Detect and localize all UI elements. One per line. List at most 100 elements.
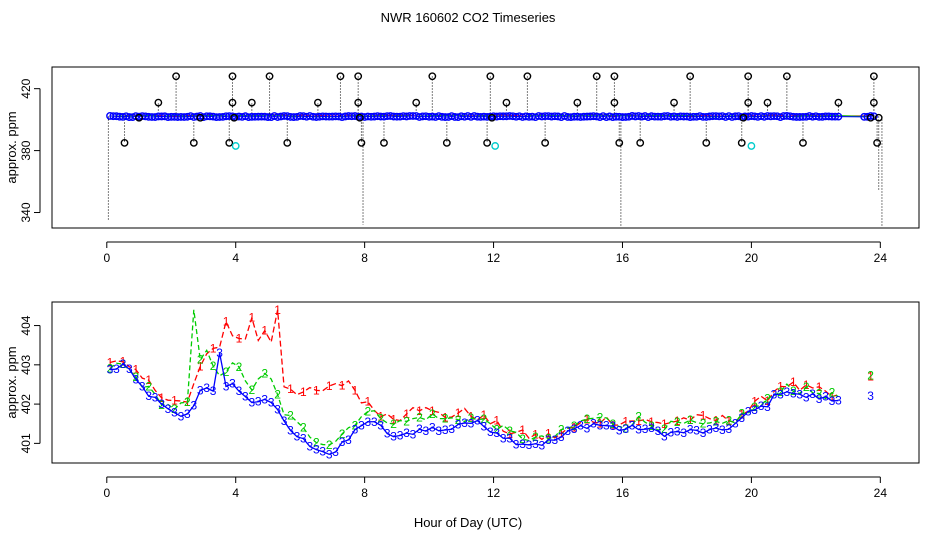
series-1-point-label: 1 — [248, 311, 255, 325]
bottom-plot-frame — [51, 301, 920, 464]
outlier-point — [228, 98, 237, 107]
series-2-line — [109, 309, 839, 446]
series-1-point-label: 1 — [365, 395, 372, 409]
outlier-point — [636, 138, 645, 147]
series-3-point-label: 3 — [435, 424, 442, 438]
series-1-point-label: 1 — [648, 415, 655, 429]
series-3-point-label: 3 — [248, 396, 255, 410]
series-3-point-label: 3 — [609, 419, 616, 433]
series-3-point-label: 3 — [307, 440, 314, 454]
series-2-point-label: 2 — [816, 386, 823, 400]
series-3-point-label: 3 — [822, 390, 829, 404]
series-2-point-label: 2 — [700, 417, 707, 431]
series-3-point-label: 3 — [345, 433, 352, 447]
series-3-point-label: 3 — [642, 422, 649, 436]
series-2-point-label: 2 — [764, 392, 771, 406]
series-1-point-label: 1 — [790, 375, 797, 389]
outlier-point — [799, 138, 807, 147]
series-1-point-label: 1 — [416, 404, 423, 418]
series-3-point-label: 3 — [738, 411, 745, 425]
series-3-point-label: 3 — [236, 384, 243, 398]
series-1-point-label: 1 — [829, 390, 836, 404]
series-3-point-label: 3 — [487, 425, 494, 439]
series-1-point-label: 1 — [493, 414, 500, 428]
series-1-point-label: 1 — [674, 414, 681, 428]
series-1-point-label: 1 — [803, 378, 810, 392]
series-3-point-label: 3 — [500, 431, 507, 445]
series-3-point-label: 3 — [268, 396, 275, 410]
bottom-x-tick-label: 16 — [616, 486, 630, 500]
series-3-point-label: 3 — [365, 415, 372, 429]
top-x-tick-label: 8 — [361, 251, 368, 265]
series-3-point-label: 3 — [648, 421, 655, 435]
outlier-point — [428, 72, 437, 81]
series-1-point-label: 1 — [468, 409, 475, 423]
series-3-point-label: 3 — [513, 438, 520, 452]
series-1-point-label: 1 — [274, 303, 281, 317]
series-1-point-label: 1 — [558, 427, 565, 441]
series-3-point-label: 3 — [229, 377, 236, 391]
series-1-point-label: 1 — [120, 355, 127, 369]
series-1-point-label: 1 — [816, 380, 823, 394]
series-3-point-label: 3 — [139, 379, 146, 393]
series-1-point-label: 1 — [584, 412, 591, 426]
series-2-point-label: 2 — [687, 413, 694, 427]
series-3-point-label: 3 — [448, 422, 455, 436]
series-3-point-label: 3 — [423, 424, 430, 438]
series-2-point-label: 2 — [171, 402, 178, 416]
series-1-point-label: 1 — [377, 410, 384, 424]
top-y-axis-label: approx. ppm — [4, 111, 19, 183]
series-3-point-label: 3 — [371, 415, 378, 429]
cyan-point — [231, 142, 240, 150]
series-1-point-label: 1 — [751, 394, 758, 408]
top-y-tick-label: 340 — [19, 202, 33, 222]
series-3-point-label: 3 — [551, 433, 558, 447]
outlier-point — [615, 138, 624, 147]
series-3-point-label: 3 — [584, 421, 591, 435]
series-3-point-label: 3 — [597, 418, 604, 432]
series-3-point-label: 3 — [506, 431, 513, 445]
series-3-point-label: 3 — [867, 389, 874, 403]
series-3-point-label: 3 — [474, 414, 481, 428]
series-2-point-label: 2 — [352, 418, 359, 432]
series-3-point-label: 3 — [571, 422, 578, 436]
series-1-point-label: 1 — [326, 379, 333, 393]
series-1-point-label: 1 — [339, 379, 346, 393]
outlier-point — [834, 98, 843, 107]
outlier-point — [412, 98, 421, 107]
series-3-point-label: 3 — [674, 425, 681, 439]
series-2-point-label: 2 — [403, 414, 410, 428]
series-2-point-label: 2 — [248, 383, 255, 397]
outlier-point — [702, 138, 711, 147]
series-3-point-label: 3 — [326, 447, 333, 461]
series-1-point-label: 1 — [403, 407, 410, 421]
series-1-point-label: 1 — [132, 363, 139, 377]
series-3-point-label: 3 — [294, 430, 301, 444]
series-1-point-label: 1 — [442, 410, 449, 424]
outlier-point — [592, 72, 601, 81]
series-3-point-label: 3 — [706, 423, 713, 437]
top-x-tick-label: 12 — [487, 251, 501, 265]
series-3-point-label: 3 — [816, 392, 823, 406]
series-2-point-label: 2 — [261, 366, 268, 380]
outlier-point — [523, 72, 532, 81]
outlier-point — [154, 98, 163, 107]
series-3-point-label: 3 — [158, 397, 165, 411]
series-3-point-label: 3 — [622, 422, 629, 436]
top-point — [831, 112, 840, 121]
outlier-point — [283, 138, 292, 147]
outlier-point — [502, 98, 511, 107]
series-3-point-label: 3 — [713, 421, 720, 435]
series-3-point-label: 3 — [300, 432, 307, 446]
outlier-point — [610, 98, 619, 107]
series-2-point-label: 2 — [725, 414, 732, 428]
series-3-point-label: 3 — [152, 390, 159, 404]
outlier-point — [380, 138, 388, 147]
series-1-point-label: 1 — [545, 427, 552, 441]
base-outlier-point — [196, 113, 205, 122]
base-outlier-point — [230, 113, 239, 122]
series-2-point-label: 2 — [390, 417, 397, 431]
series-1-point-label: 1 — [725, 414, 732, 428]
